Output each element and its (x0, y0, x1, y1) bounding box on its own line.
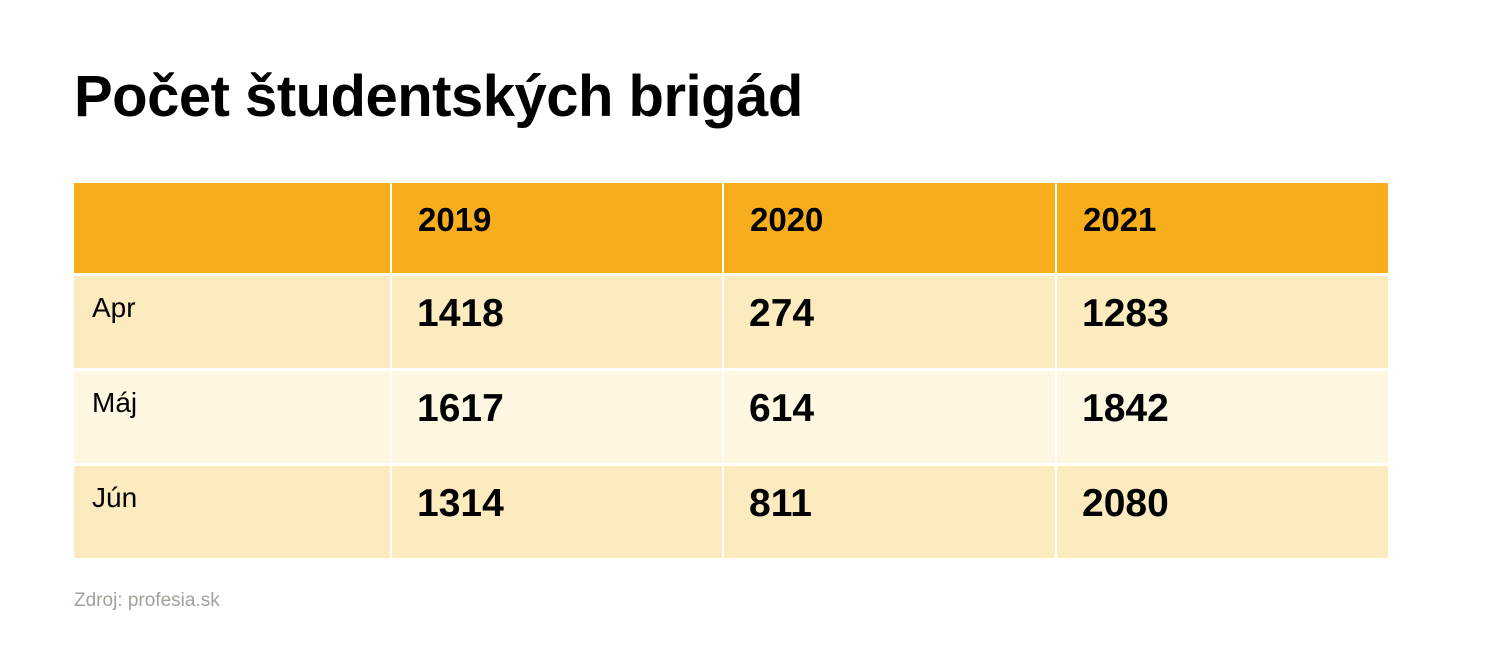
table-cell: 1617 (392, 371, 722, 463)
row-label-apr: Apr (74, 276, 390, 368)
header-cell-2019: 2019 (392, 183, 722, 273)
table-cell: 1283 (1057, 276, 1388, 368)
source-note: Zdroj: profesia.sk (74, 590, 220, 611)
header-cell-empty (74, 183, 390, 273)
table-cell: 1842 (1057, 371, 1388, 463)
table-cell: 1314 (392, 466, 722, 558)
header-cell-2021: 2021 (1057, 183, 1388, 273)
table-cell: 811 (724, 466, 1055, 558)
row-label-maj: Máj (74, 371, 390, 463)
page-title: Počet študentských brigád (74, 64, 803, 129)
header-cell-2020: 2020 (724, 183, 1055, 273)
table-cell: 274 (724, 276, 1055, 368)
row-label-jun: Jún (74, 466, 390, 558)
table-cell: 2080 (1057, 466, 1388, 558)
table-cell: 1418 (392, 276, 722, 368)
table-cell: 614 (724, 371, 1055, 463)
data-table: 2019 2020 2021 Apr 1418 274 1283 Máj 161… (74, 183, 1388, 558)
